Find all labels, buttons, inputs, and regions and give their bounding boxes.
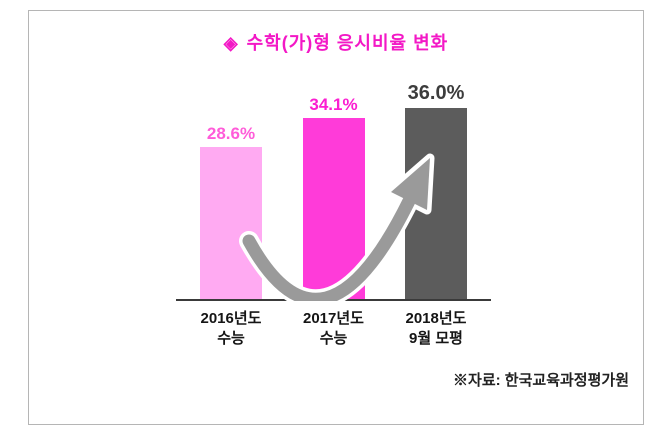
x-axis-label-2017: 2017년도 수능	[303, 309, 365, 350]
x-axis-label-2018-text: 2018년도 9월 모평	[405, 310, 467, 348]
plot-area: 28.6% 34.1% 36.0%	[176, 71, 491, 301]
diamond-icon: ◈	[223, 33, 239, 53]
source-note: ※자료: 한국교육과정평가원	[453, 372, 629, 389]
x-axis-label-2017-text: 2017년도 수능	[303, 310, 364, 348]
bar-2016	[200, 147, 262, 299]
x-axis-label-2018: 2018년도 9월 모평	[405, 309, 467, 350]
bar-2017	[302, 118, 365, 299]
x-axis-labels: 2016년도 수능 2017년도 수능 2018년도 9월 모평	[176, 309, 491, 350]
bar-group-2016: 28.6%	[200, 124, 262, 299]
bar-group-2018: 36.0%	[405, 82, 467, 299]
bar-2018	[405, 108, 467, 299]
chart-title-text: 수학(가)형 응시비율 변화	[246, 33, 449, 53]
value-label-2017: 34.1%	[309, 95, 358, 114]
value-label-2016: 28.6%	[206, 124, 256, 143]
x-axis-label-2016: 2016년도 수능	[200, 309, 262, 350]
x-axis-label-2016-text: 2016년도 수능	[200, 310, 262, 348]
bar-group-2017: 34.1%	[302, 95, 365, 299]
value-label-2018: 36.0%	[407, 82, 465, 104]
chart-frame: ◈ 수학(가)형 응시비율 변화 28.6% 34.1% 36.0%	[28, 10, 644, 425]
chart-title: ◈ 수학(가)형 응시비율 변화	[29, 29, 643, 55]
